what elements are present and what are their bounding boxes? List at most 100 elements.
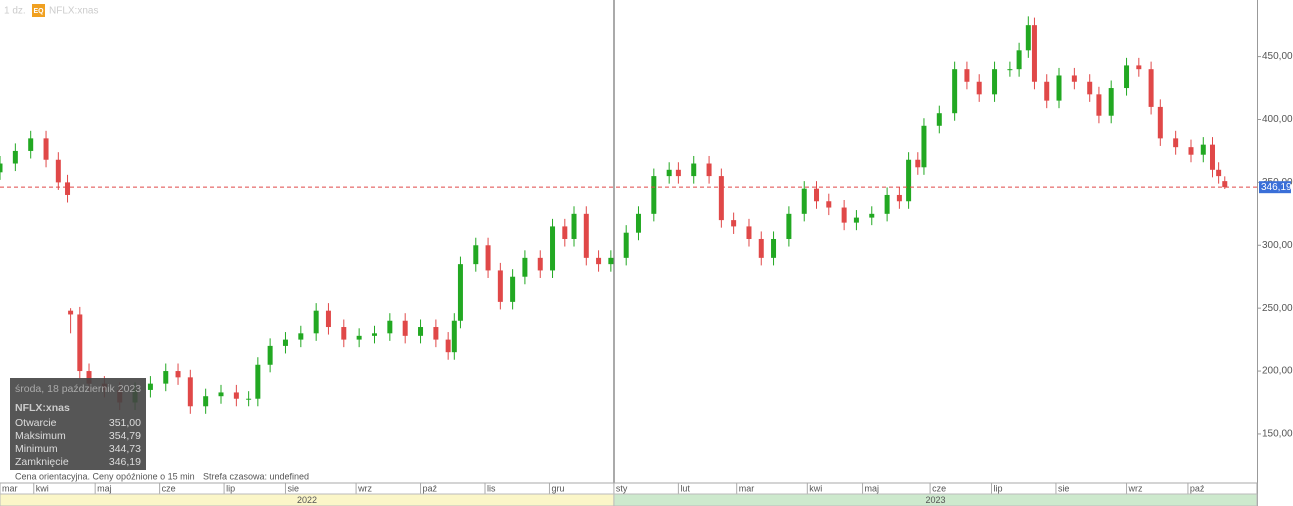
x-tick-label: lip — [993, 483, 1002, 493]
candle-body — [233, 392, 239, 399]
candle-body — [163, 371, 169, 384]
candle-body — [12, 150, 18, 164]
y-tick-label: 450,00 — [1262, 51, 1293, 62]
candle-body — [906, 159, 912, 202]
candle-body — [1044, 81, 1050, 101]
x-tick-label: wrz — [357, 483, 372, 493]
candle-body — [1173, 138, 1179, 148]
x-tick-label: cze — [162, 483, 176, 493]
candle-body — [921, 125, 927, 168]
x-tick-label: wrz — [1128, 483, 1143, 493]
candle-body — [1148, 69, 1154, 107]
candle-body — [282, 339, 288, 346]
candle-body — [1056, 75, 1062, 101]
candle-body — [1188, 147, 1194, 155]
x-tick-label: kwi — [809, 483, 822, 493]
candle-body — [1124, 65, 1130, 89]
y-tick-label: 200,00 — [1262, 366, 1293, 377]
year-band — [613, 493, 1258, 506]
candle-body — [814, 188, 820, 202]
candle-body — [325, 310, 331, 328]
x-tick-label: kwi — [36, 483, 49, 493]
candle-body — [758, 238, 764, 258]
badge: EQ — [33, 8, 44, 15]
candle-body — [246, 398, 252, 400]
tooltip-row-value: 346,19 — [109, 456, 141, 468]
y-tick-label: 300,00 — [1262, 240, 1293, 251]
x-tick-label: mar — [2, 483, 18, 493]
x-tick-label: lip — [226, 483, 235, 493]
candle-body — [147, 383, 153, 390]
candle-body — [537, 257, 543, 271]
candle-body — [896, 194, 902, 202]
candle-body — [691, 163, 697, 177]
candle-body — [65, 182, 71, 195]
y-tick-label: 250,00 — [1262, 303, 1293, 314]
x-tick-label: paź — [423, 483, 438, 493]
candle-body — [497, 270, 503, 302]
candle-body — [583, 213, 589, 258]
candle-body — [706, 163, 712, 177]
x-tick-label: maj — [97, 483, 112, 493]
candle-body — [635, 213, 641, 233]
candle-body — [869, 213, 875, 218]
candle-body — [218, 392, 224, 397]
candle-body — [786, 213, 792, 239]
candle-body — [356, 335, 362, 340]
candle-body — [473, 245, 479, 265]
candle-body — [1096, 94, 1102, 116]
tooltip-row-value: 354,79 — [109, 430, 141, 442]
x-tick-label: sie — [1058, 483, 1070, 493]
badge-bg — [32, 4, 45, 17]
tooltip-row-label: Otwarcie — [15, 417, 57, 429]
candle-body — [313, 310, 319, 334]
year-label: 2023 — [925, 495, 945, 505]
x-tick-label: sie — [287, 483, 299, 493]
candle-body — [666, 169, 672, 177]
year-label: 2022 — [297, 495, 317, 505]
x-tick-label: sty — [616, 483, 628, 493]
x-tick-label: lut — [680, 483, 690, 493]
candle-body — [445, 339, 451, 353]
candle-body — [596, 257, 602, 265]
candle-body — [1007, 69, 1013, 71]
candle-body — [203, 396, 209, 407]
candle-body — [457, 264, 463, 321]
tooltip: środa, 18 październik 2023 NFLX:xnas Otw… — [10, 378, 146, 470]
candle-body — [255, 364, 261, 399]
candle-body — [1136, 65, 1142, 70]
x-tick-label: gru — [551, 483, 564, 493]
last-price-label: 346,19 — [1261, 182, 1292, 193]
tooltip-date: środa, 18 październik 2023 — [15, 383, 141, 395]
candle-body — [267, 345, 273, 365]
candle-body — [562, 226, 568, 239]
candle-body — [841, 207, 847, 223]
candle-body — [1071, 75, 1077, 82]
x-tick-label: cze — [932, 483, 946, 493]
candle-body — [1222, 181, 1228, 188]
x-tick-label: lis — [487, 483, 496, 493]
candle-body — [433, 327, 439, 340]
y-tick-label: 400,00 — [1262, 114, 1293, 125]
candle-body — [746, 226, 752, 239]
x-tick-label: paź — [1190, 483, 1205, 493]
candle-body — [936, 113, 942, 126]
candle-body — [1209, 144, 1215, 170]
y-tick-label: 150,00 — [1262, 429, 1293, 440]
candle-body — [964, 69, 970, 82]
candle-body — [402, 320, 408, 336]
candle-body — [623, 232, 629, 258]
candle-body — [0, 163, 3, 173]
candle-body — [771, 238, 777, 258]
candle-body — [55, 159, 61, 183]
candle-body — [731, 220, 737, 227]
candle-body — [550, 226, 556, 271]
tooltip-row-value: 351,00 — [109, 417, 141, 429]
candle-body — [952, 69, 958, 114]
candle-body — [451, 320, 457, 353]
candle-body — [341, 327, 347, 340]
x-tick-label: maj — [865, 483, 880, 493]
candle-body — [298, 333, 304, 340]
